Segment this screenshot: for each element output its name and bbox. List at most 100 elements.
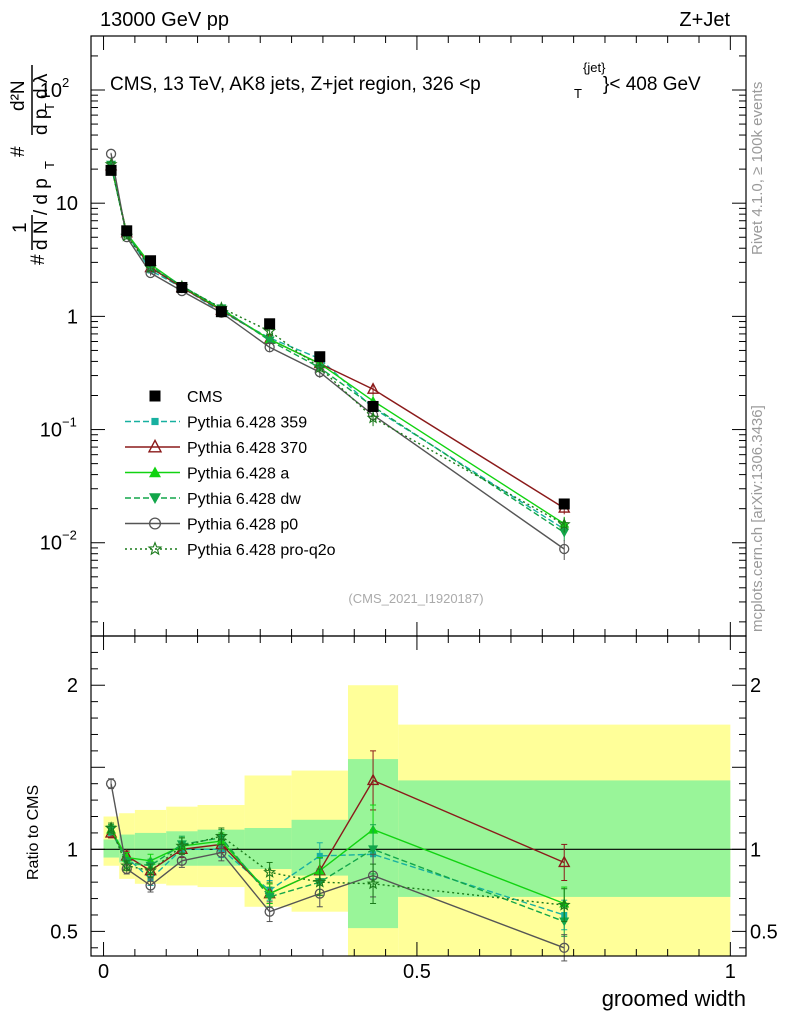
ratio-plot: 0.5 0.51 12 20 0.5 1 bbox=[50, 635, 778, 983]
svg-text:d λ: d λ bbox=[31, 73, 52, 99]
ratio-point bbox=[214, 829, 228, 842]
series-line bbox=[110, 164, 565, 526]
ratio-point bbox=[366, 773, 380, 786]
svg-text:T: T bbox=[42, 103, 57, 111]
x-axis-label: groomed width bbox=[602, 986, 746, 1011]
ratio-tick-label-right: 2 bbox=[750, 675, 761, 697]
legend-item: Pythia 6.428 p0 bbox=[125, 517, 298, 534]
legend-item: Pythia 6.428 370 bbox=[125, 438, 307, 457]
x-tick-label: 0.5 bbox=[403, 961, 431, 983]
ratio-point bbox=[145, 880, 156, 891]
legend-label: Pythia 6.428 a bbox=[187, 466, 289, 483]
svg-text:T: T bbox=[42, 161, 57, 169]
plot-title: CMS, 13 TeV, AK8 jets, Z+jet region, 326… bbox=[110, 60, 701, 101]
x-tick-label: 0 bbox=[98, 961, 109, 983]
series-pythia-6-428-pro-q2o bbox=[104, 157, 571, 533]
ratio-point bbox=[264, 906, 275, 917]
ratio-tick-label-left: 1 bbox=[67, 839, 78, 861]
data-point bbox=[264, 336, 275, 346]
svg-text:#: # bbox=[28, 254, 49, 265]
inner-band-bin bbox=[103, 839, 120, 858]
y-tick-label: 10 bbox=[40, 80, 62, 102]
legend-marker bbox=[147, 438, 163, 453]
ratio-tick-label-right: 1 bbox=[750, 839, 761, 861]
ratio-point bbox=[263, 865, 277, 878]
ratio-point bbox=[175, 839, 189, 852]
ratio-point bbox=[105, 778, 117, 789]
y-tick-exponent: −1 bbox=[62, 415, 77, 430]
svg-text:d²N: d²N bbox=[8, 80, 29, 111]
ratio-point bbox=[176, 855, 188, 866]
x-tick-label: 1 bbox=[725, 961, 736, 983]
ratio-tick-label-left: 2 bbox=[67, 675, 78, 697]
y-tick-label: 10 bbox=[40, 533, 62, 555]
y-tick-label: 1 bbox=[67, 306, 78, 328]
series-line bbox=[110, 165, 565, 509]
ratio-point bbox=[313, 875, 327, 888]
x-ticks: 0 0.5 1 bbox=[98, 636, 736, 983]
data-point bbox=[264, 342, 275, 353]
analysis-tag: (CMS_2021_I1920187) bbox=[348, 591, 483, 606]
cms-data-point bbox=[215, 306, 227, 318]
svg-text:1: 1 bbox=[10, 222, 31, 233]
series-cms bbox=[105, 164, 570, 510]
ratio-frame bbox=[90, 635, 747, 957]
ratio-point bbox=[557, 898, 571, 911]
header-right: Z+Jet bbox=[679, 9, 730, 31]
ratio-point bbox=[104, 821, 118, 834]
ratio-y-ticks: 0.5 0.5 1 1 2 2 bbox=[50, 651, 778, 949]
svg-text:#: # bbox=[8, 146, 29, 157]
data-point bbox=[366, 411, 380, 424]
legend-item: Pythia 6.428 359 bbox=[125, 415, 307, 432]
legend-marker bbox=[149, 390, 161, 402]
legend-item: Pythia 6.428 pro-q2o bbox=[125, 541, 336, 559]
y-tick-label: 10 bbox=[56, 193, 78, 215]
legend-label: Pythia 6.428 pro-q2o bbox=[187, 542, 336, 559]
series-line bbox=[110, 153, 565, 550]
ratio-point bbox=[559, 942, 570, 953]
ratio-point bbox=[120, 858, 134, 872]
legend-marker bbox=[151, 417, 159, 426]
data-point bbox=[263, 324, 277, 337]
series-line bbox=[110, 164, 565, 534]
ratio-tick-label-right: 0.5 bbox=[750, 921, 778, 943]
cms-data-point bbox=[314, 351, 326, 363]
svg-text:d N / d p: d N / d p bbox=[31, 178, 52, 250]
ratio-point bbox=[316, 852, 323, 859]
y-tick-exponent: 2 bbox=[62, 75, 69, 90]
legend-label: Pythia 6.428 p0 bbox=[187, 517, 298, 534]
data-point bbox=[559, 543, 570, 555]
ratio-point bbox=[558, 855, 571, 868]
series-line bbox=[110, 165, 565, 530]
legend-marker bbox=[149, 493, 161, 504]
cms-data-point bbox=[367, 400, 379, 412]
cms-data-point bbox=[176, 281, 188, 293]
cms-data-point bbox=[558, 498, 570, 510]
legend-label: Pythia 6.428 359 bbox=[187, 415, 307, 432]
svg-text:CMS, 13 TeV, AK8 jets, Z+jet r: CMS, 13 TeV, AK8 jets, Z+jet region, 326… bbox=[110, 74, 481, 95]
cms-data-point bbox=[121, 225, 133, 237]
data-point bbox=[366, 382, 380, 394]
svg-text:{jet}: {jet} bbox=[583, 60, 606, 75]
cms-data-point bbox=[264, 318, 276, 330]
svg-text:}< 408 GeV: }< 408 GeV bbox=[603, 74, 701, 95]
legend-item-cms: CMS bbox=[149, 389, 223, 406]
ratio-point bbox=[216, 847, 227, 858]
rivet-version-note: Rivet 4.1.0, ≥ 100k events bbox=[749, 82, 766, 255]
series-pythia-6-428-a bbox=[106, 159, 570, 532]
uncertainty-bands bbox=[103, 685, 731, 956]
data-point bbox=[313, 360, 327, 374]
legend-item: Pythia 6.428 a bbox=[125, 466, 289, 483]
series-pythia-6-428-dw bbox=[106, 160, 570, 542]
main-ylabel: # 1 d N / d p T # d²N d p T d λ bbox=[8, 65, 57, 265]
series-pythia-6-428-370 bbox=[104, 158, 571, 515]
ratio-tick-label-left: 0.5 bbox=[50, 921, 78, 943]
series-line bbox=[110, 164, 565, 525]
header-left: 13000 GeV pp bbox=[100, 9, 229, 31]
legend-marker bbox=[148, 517, 162, 530]
legend: CMS Pythia 6.428 359 Pythia 6.428 370 Pythi… bbox=[125, 389, 336, 559]
cms-data-point bbox=[145, 255, 157, 267]
data-point bbox=[559, 528, 570, 538]
